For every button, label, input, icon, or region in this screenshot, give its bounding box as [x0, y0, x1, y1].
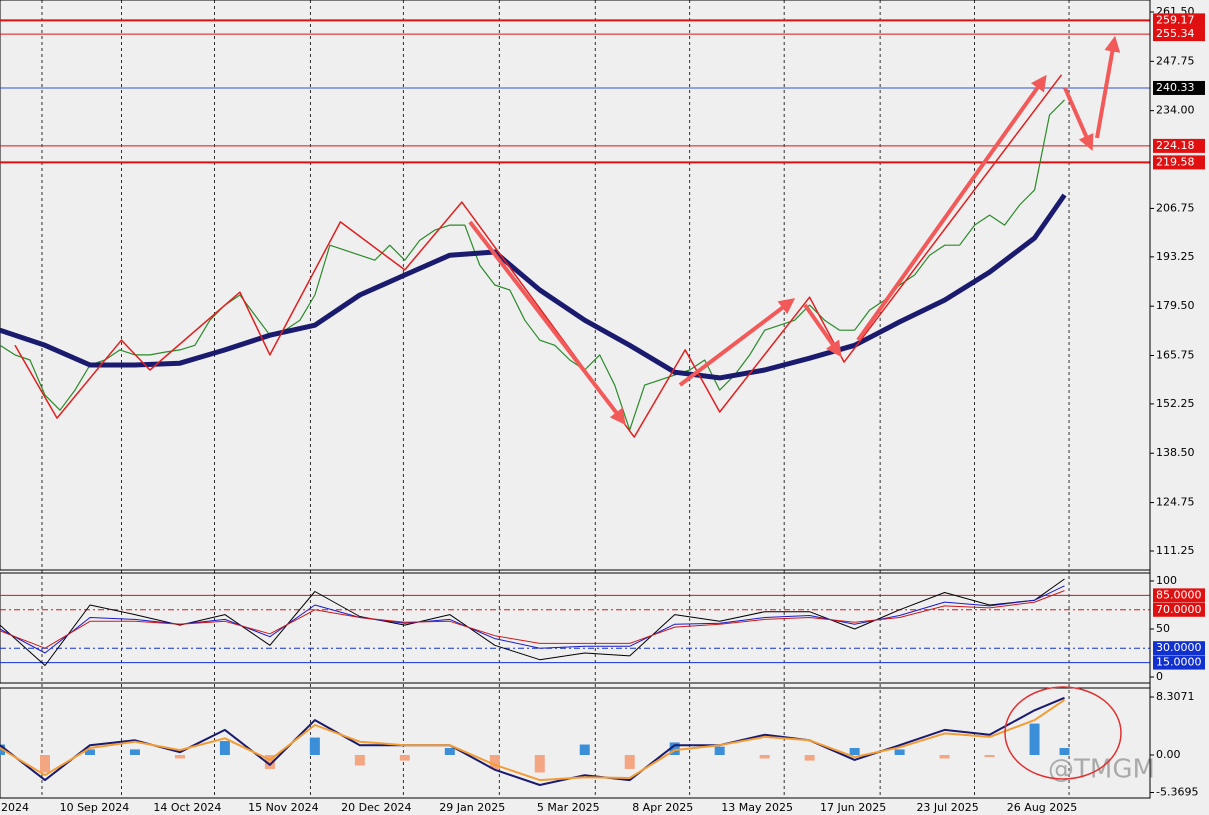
- level-label: 30.0000: [1156, 641, 1202, 654]
- series-line: [0, 696, 1065, 786]
- y-tick-label: 124.75: [1156, 496, 1195, 509]
- x-tick-label: 15 Nov 2024: [248, 801, 318, 814]
- level-label: 15.0000: [1156, 656, 1202, 669]
- histogram-bar: [669, 742, 680, 756]
- y-tick-label: 0.00: [1156, 748, 1181, 761]
- x-tick-label: 23 Jul 2025: [916, 801, 978, 814]
- histogram-bar: [579, 744, 590, 756]
- level-label: 240.33: [1156, 81, 1195, 94]
- x-tick-label: 26 Aug 2025: [1007, 801, 1077, 814]
- level-label: 85.0000: [1156, 588, 1202, 601]
- histogram-bar: [264, 755, 275, 769]
- histogram-bar: [849, 748, 860, 756]
- x-tick-label: 20 Dec 2024: [341, 801, 411, 814]
- x-tick-label: 17 Jun 2025: [820, 801, 886, 814]
- level-label: 70.0000: [1156, 603, 1202, 616]
- x-tick-label: 8 Apr 2025: [632, 801, 693, 814]
- level-label-box: [1153, 602, 1205, 617]
- y-tick-label: 193.25: [1156, 250, 1195, 263]
- y-tick-label: 152.25: [1156, 397, 1195, 410]
- arrow: [678, 298, 796, 387]
- histogram-bar: [759, 755, 770, 759]
- level-label-box: [1153, 641, 1205, 656]
- histogram-bar: [444, 748, 455, 756]
- y-tick-label: 247.75: [1156, 54, 1195, 67]
- histogram-bar: [714, 746, 725, 756]
- histogram-bar: [219, 741, 230, 756]
- histogram-bar: [1029, 723, 1040, 756]
- y-tick-label: 50: [1156, 622, 1170, 635]
- y-tick-label: -5.3695: [1156, 785, 1198, 798]
- level-label-box: [1153, 655, 1205, 670]
- y-tick-label: 179.50: [1156, 299, 1195, 312]
- series-line: [14, 74, 1063, 438]
- arrow: [1063, 87, 1094, 151]
- level-label-box: [1153, 27, 1205, 42]
- y-tick-label: 8.3071: [1156, 690, 1195, 703]
- level-label: 224.18: [1156, 139, 1195, 152]
- level-label: 259.17: [1156, 13, 1195, 26]
- histogram-bar: [84, 749, 95, 756]
- y-tick-label: 100: [1156, 574, 1177, 587]
- histogram-bar: [804, 755, 815, 761]
- level-label-box: [1153, 588, 1205, 603]
- x-tick-label: 2024: [1, 801, 29, 814]
- annotation-arrows: [468, 35, 1121, 426]
- histogram-bar: [489, 755, 500, 769]
- arrow: [468, 220, 626, 426]
- arrow: [856, 74, 1047, 342]
- series-line: [0, 590, 1065, 649]
- histogram-bar: [39, 755, 50, 773]
- histogram-bar: [534, 755, 545, 773]
- x-tick-label: 13 May 2025: [721, 801, 793, 814]
- y-tick-label: 206.75: [1156, 201, 1195, 214]
- histogram-bar: [174, 755, 185, 759]
- histogram-bar: [984, 755, 995, 758]
- watermark: @TMGM: [1048, 755, 1155, 785]
- x-tick-label: 14 Oct 2024: [153, 801, 221, 814]
- y-tick-label: 111.25: [1156, 544, 1195, 557]
- y-tick-label: 234.00: [1156, 104, 1195, 117]
- histogram-bar: [1059, 748, 1070, 756]
- x-tick-label: 10 Sep 2024: [60, 801, 130, 814]
- series-line: [0, 699, 1066, 782]
- histogram-bar: [309, 737, 320, 756]
- x-tick-label: 5 Mar 2025: [537, 801, 600, 814]
- level-label-box: [1153, 138, 1205, 153]
- y-tick-label: 165.75: [1156, 348, 1195, 361]
- histogram-bar: [354, 755, 365, 766]
- level-label: 219.58: [1156, 155, 1195, 168]
- histogram-bar: [939, 755, 950, 759]
- x-tick-label: 29 Jan 2025: [439, 801, 505, 814]
- y-tick-label: 0: [1156, 670, 1163, 683]
- series-line: [0, 193, 1067, 381]
- histogram-bar: [399, 755, 410, 761]
- arrow: [803, 303, 842, 358]
- level-label: 255.34: [1156, 27, 1195, 40]
- histogram-bar: [894, 749, 905, 756]
- level-label-box: [1153, 155, 1205, 170]
- arrow: [1095, 35, 1121, 139]
- series-line: [0, 578, 1065, 666]
- level-label-box: [1153, 80, 1205, 95]
- highlight-ellipse: [1004, 686, 1122, 780]
- histogram-bar: [624, 755, 635, 769]
- histogram-bar: [129, 749, 140, 756]
- y-tick-label: 138.50: [1156, 446, 1195, 459]
- level-label-box: [1153, 13, 1205, 28]
